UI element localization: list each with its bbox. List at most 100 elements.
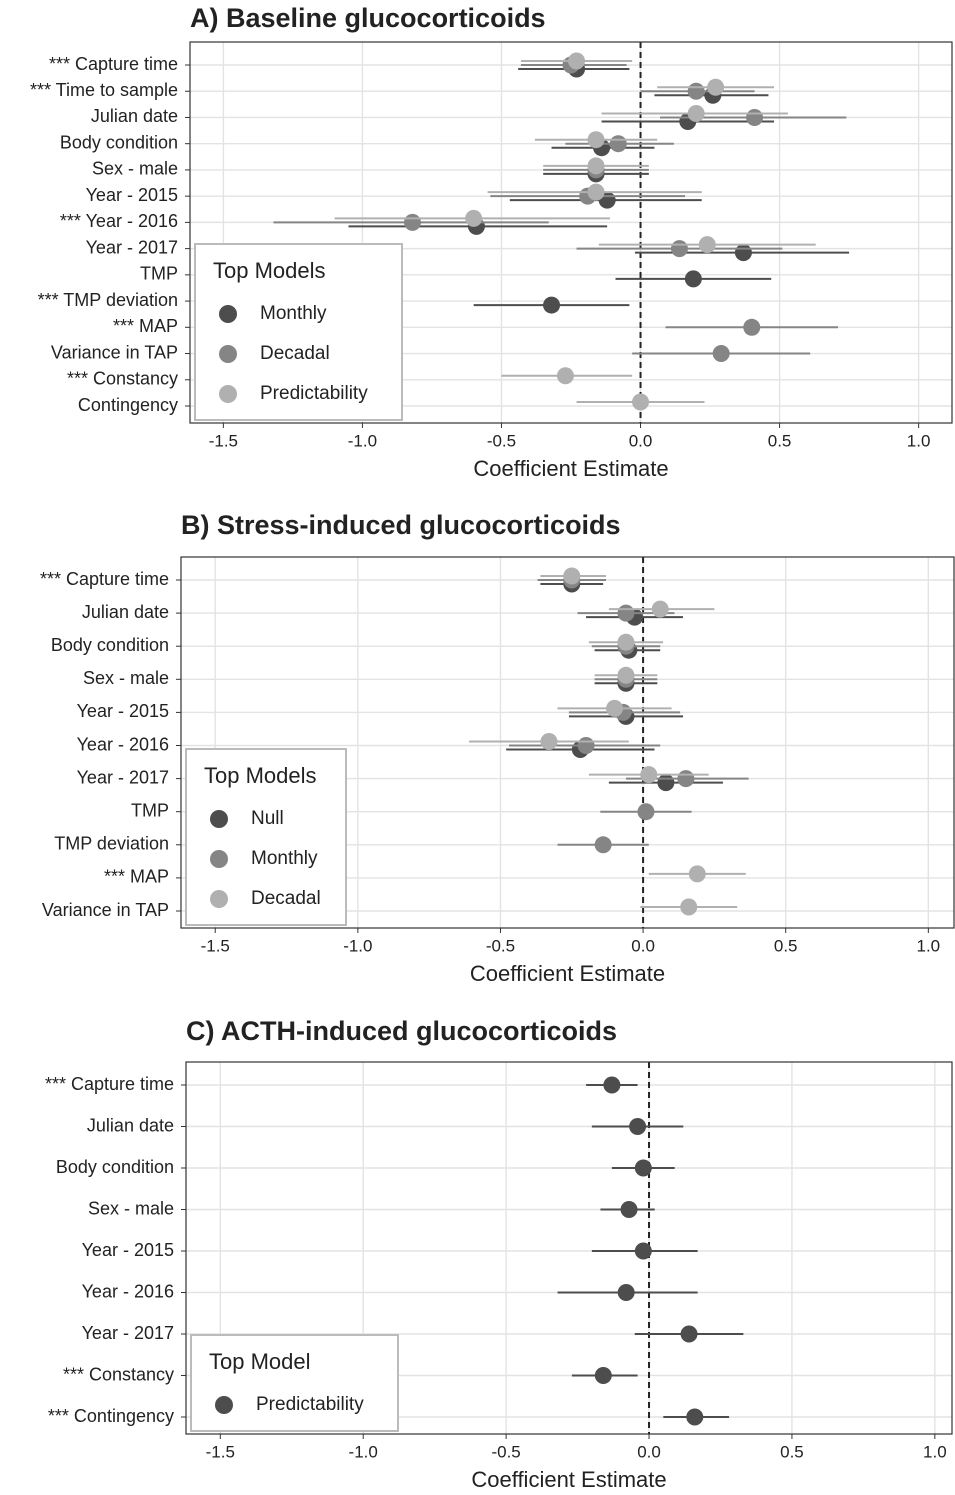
legend-title: Top Models [213, 258, 326, 283]
y-tick-label: Year - 2017 [77, 767, 169, 787]
y-tick-label: Body condition [51, 635, 169, 655]
legend-label: Monthly [260, 303, 327, 324]
legend-box [194, 243, 403, 421]
x-tick-label: 0.5 [774, 936, 798, 955]
y-tick-label: TMP deviation [54, 834, 169, 854]
estimate-point [540, 733, 558, 750]
legend-label: Null [251, 808, 284, 829]
estimate-point [743, 318, 761, 336]
estimate-point [587, 131, 605, 149]
legend-swatch [210, 810, 228, 828]
estimate-point [634, 1242, 652, 1260]
estimate-point [587, 157, 605, 175]
x-axis-label: Coefficient Estimate [470, 961, 665, 986]
estimate-point [568, 52, 586, 70]
estimate-point [707, 78, 725, 96]
legend-swatch [210, 850, 228, 868]
estimate-point [698, 236, 716, 254]
legend-swatch [219, 385, 237, 403]
panel-title: B) Stress-induced glucocorticoids [181, 510, 621, 540]
estimate-point [465, 209, 483, 227]
x-tick-label: 0.5 [780, 1442, 804, 1461]
estimate-point [712, 345, 730, 363]
x-tick-label: 0.0 [629, 431, 653, 450]
y-tick-label: Body condition [56, 1157, 174, 1177]
y-tick-label: Variance in TAP [51, 342, 178, 362]
x-tick-label: -0.5 [486, 936, 515, 955]
y-tick-label: Contingency [78, 395, 178, 415]
estimate-point [617, 666, 635, 684]
x-tick-label: 1.0 [923, 1442, 947, 1461]
estimate-point [594, 1367, 612, 1384]
estimate-point [688, 865, 706, 883]
y-tick-label: Sex - male [92, 159, 178, 179]
estimate-point [543, 296, 561, 314]
legend-swatch [210, 890, 228, 908]
y-tick-label: Year - 2016 [82, 1281, 174, 1301]
legend-swatch [219, 345, 237, 363]
estimate-point [651, 600, 669, 618]
x-tick-label: 1.0 [907, 431, 931, 450]
y-tick-label: *** Capture time [45, 1074, 174, 1094]
y-tick-label: Year - 2015 [77, 701, 169, 721]
y-tick-label: *** MAP [113, 316, 178, 336]
estimate-point [657, 774, 675, 792]
estimate-point [684, 270, 702, 288]
legend-label: Predictability [256, 1394, 364, 1415]
x-axis-label: Coefficient Estimate [473, 456, 668, 481]
y-tick-label: *** MAP [104, 867, 169, 887]
estimate-point [734, 244, 752, 262]
estimate-point [670, 240, 688, 258]
estimate-point [680, 898, 698, 916]
y-tick-label: *** Constancy [67, 369, 178, 389]
estimate-point [687, 104, 705, 122]
estimate-point [609, 135, 627, 153]
x-tick-label: -1.5 [201, 936, 230, 955]
panel-border [180, 556, 955, 929]
legend-swatch [219, 305, 237, 323]
y-tick-label: TMP [140, 264, 178, 284]
estimate-point [629, 1118, 647, 1135]
y-tick-label: Year - 2017 [86, 237, 178, 257]
estimate-point [620, 1201, 638, 1218]
x-tick-label: 0.0 [637, 1442, 661, 1461]
legend-title: Top Model [209, 1349, 311, 1374]
panel-border [185, 1061, 953, 1435]
y-tick-label: TMP [131, 800, 169, 820]
legend-swatch [215, 1396, 233, 1414]
x-tick-label: -1.5 [206, 1442, 235, 1461]
legend-title: Top Models [204, 763, 317, 788]
estimate-point [640, 766, 658, 784]
estimate-point [632, 393, 650, 411]
y-tick-label: Year - 2017 [82, 1323, 174, 1343]
y-tick-label: *** TMP deviation [38, 290, 178, 310]
y-tick-label: Year - 2016 [77, 734, 169, 754]
estimate-point [594, 836, 612, 854]
estimate-point [617, 633, 635, 651]
y-tick-label: Sex - male [83, 668, 169, 688]
y-tick-label: Julian date [91, 106, 178, 126]
x-tick-label: -0.5 [491, 1442, 520, 1461]
estimate-point [403, 213, 421, 231]
y-tick-label: *** Capture time [49, 54, 178, 74]
estimate-point [687, 82, 705, 100]
x-tick-label: 1.0 [917, 936, 941, 955]
legend-label: Decadal [251, 888, 321, 909]
y-tick-label: *** Constancy [63, 1364, 174, 1384]
legend-label: Predictability [260, 383, 368, 404]
x-tick-label: -1.0 [343, 936, 372, 955]
estimate-point [617, 1284, 635, 1301]
estimate-point [680, 1325, 698, 1343]
x-tick-label: 0.5 [768, 431, 792, 450]
x-tick-label: 0.0 [631, 936, 655, 955]
y-tick-label: Variance in TAP [42, 900, 169, 920]
estimate-point [686, 1408, 704, 1426]
estimate-point [637, 803, 655, 821]
legend-box [190, 1334, 399, 1432]
legend-label: Decadal [260, 343, 330, 364]
estimate-point [606, 699, 624, 717]
x-axis-label: Coefficient Estimate [471, 1467, 666, 1492]
estimate-point [563, 567, 581, 585]
panel-border [189, 41, 953, 424]
